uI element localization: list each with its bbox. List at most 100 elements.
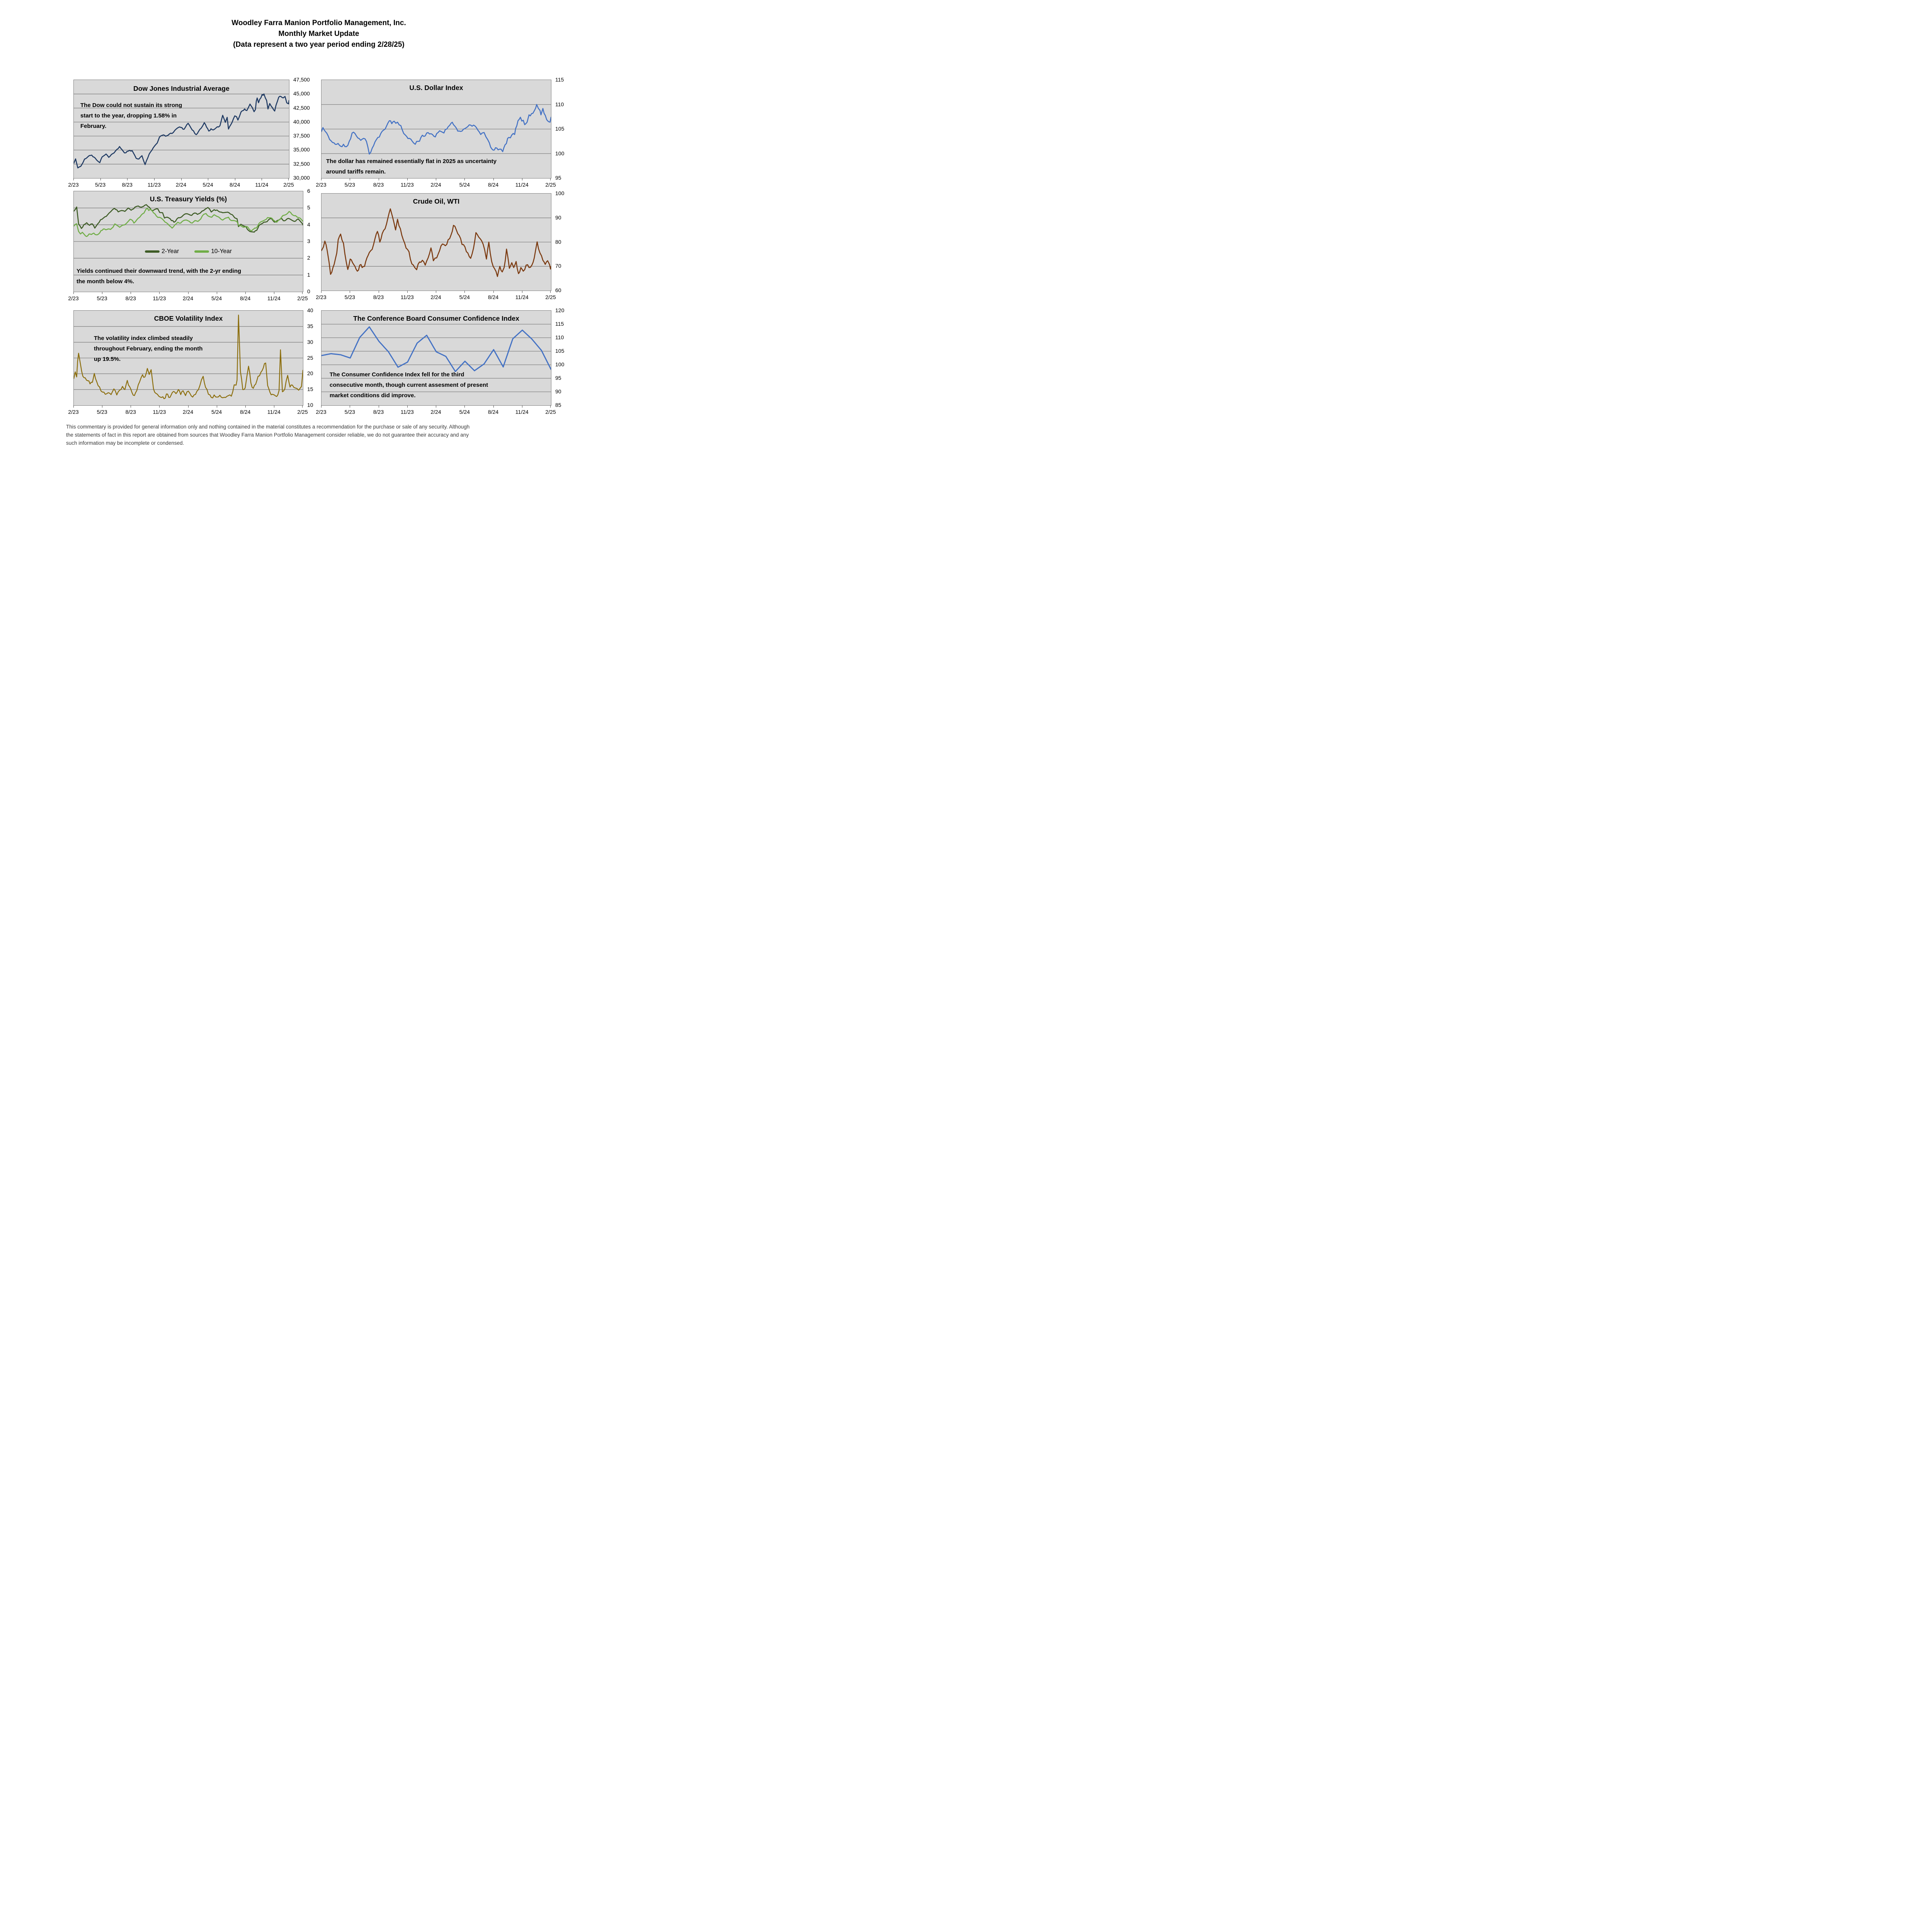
x-axis-label: 5/23 [97,295,107,301]
y-axis-label: 20 [307,370,313,377]
x-axis-label: 11/23 [153,409,166,415]
oil-plot-area: Crude Oil, WTI [321,193,551,291]
confidence-chart-title: The Conference Board Consumer Confidence… [353,315,519,322]
y-axis-label: 5 [307,204,310,211]
x-axis-label: 2/25 [545,182,556,188]
x-axis-tick [159,292,160,294]
y-axis-label: 95 [555,375,561,381]
x-axis-label: 2/25 [297,295,308,301]
x-axis-tick [188,292,189,294]
x-axis-tick [550,291,551,293]
vix-plot-area: CBOE Volatility Index The volatility ind… [73,310,303,406]
y-axis-label: 30,000 [293,175,310,181]
x-axis-label: 8/24 [488,409,499,415]
x-axis-tick [154,178,155,180]
x-axis-label: 8/23 [373,294,384,300]
series-line-cboe-volatility-index [74,315,303,400]
x-axis-label: 5/24 [211,295,222,301]
x-axis-label: 2/24 [182,409,194,415]
y-axis-label: 105 [555,126,565,132]
treasury-plot-area: U.S. Treasury Yields (%) 2-Year 10-Year … [73,191,303,292]
y-axis-label: 120 [555,307,565,313]
y-axis-label: 40 [307,307,313,313]
series-line-2-year [74,204,303,233]
x-axis-label: 2/23 [316,294,327,300]
x-axis-tick [407,291,408,293]
oil-plot-svg [321,208,551,277]
treasury-x-axis-labels: 2/23 5/23 8/23 11/23 2/24 5/24 8/24 11/24 2/25 [68,292,308,303]
y-axis-label: 100 [555,150,565,156]
treasury-legend: 2-Year 10-Year [74,248,303,255]
x-axis-tick [245,292,246,294]
y-axis-label: 25 [307,354,313,361]
x-axis-label: 8/23 [122,182,133,188]
y-axis-label: 37,500 [293,133,310,139]
y-axis-label: 4 [307,221,310,228]
x-axis-label: 2/25 [297,409,308,415]
x-axis-label: 8/23 [125,409,136,415]
legend-swatch-10-year-icon [194,250,209,253]
y-axis-label: 10 [307,402,313,408]
oil-x-axis-labels: 2/23 5/23 8/23 11/23 2/24 5/24 8/24 11/24 2/25 [316,291,556,302]
x-axis-label: 5/24 [459,182,470,188]
x-axis-tick [302,292,303,294]
x-axis-label: 11/24 [515,182,529,188]
y-axis-label: 90 [555,214,561,221]
y-axis-label: 100 [555,190,565,196]
legend-item-2-year: 2-Year [145,248,179,255]
y-axis-label: 45,000 [293,90,310,97]
x-axis-label: 5/24 [459,294,470,300]
dow-plot-svg [74,93,289,168]
x-axis-tick [127,178,128,180]
y-axis-label: 15 [307,386,313,393]
x-axis-label: 8/24 [488,182,499,188]
vix-plot-svg [74,315,303,400]
x-axis-label: 2/23 [316,182,327,188]
x-axis-tick [245,405,246,408]
x-axis-tick [407,405,408,408]
y-axis-label: 6 [307,188,310,194]
dow-chart-title: Dow Jones Industrial Average [133,85,230,92]
x-axis-tick [73,178,74,180]
x-axis-tick [493,405,494,408]
x-axis-tick [407,178,408,180]
x-axis-label: 11/23 [400,182,414,188]
dow-x-axis-labels: 2/23 5/23 8/23 11/23 2/24 5/24 8/24 11/24 2/25 [68,178,294,190]
y-axis-label: 60 [555,287,561,293]
x-axis-label: 2/25 [545,294,556,300]
x-axis-label: 5/23 [95,182,106,188]
x-axis-label: 8/23 [125,295,136,301]
treasury-chart-title: U.S. Treasury Yields (%) [150,195,227,203]
x-axis-tick [302,405,303,408]
y-axis-label: 47,500 [293,77,310,83]
vix-x-axis-labels: 2/23 5/23 8/23 11/23 2/24 5/24 8/24 11/24 2/25 [68,405,308,417]
tre-plot-svg [74,204,303,276]
series-line-u-s-dollar-index [321,104,551,155]
x-axis-label: 8/24 [240,295,251,301]
x-axis-label: 11/24 [515,409,529,415]
y-axis-label: 32,500 [293,160,310,167]
x-axis-label: 2/25 [545,409,556,415]
x-axis-label: 2/23 [68,182,79,188]
x-axis-label: 8/24 [240,409,251,415]
y-axis-label: 85 [555,402,561,408]
x-axis-tick [464,178,465,180]
usd-plot-area: U.S. Dollar Index The dollar has remaine… [321,80,551,179]
y-axis-label: 115 [555,77,564,83]
y-axis-label: 90 [555,388,561,395]
x-axis-label: 5/23 [344,182,355,188]
x-axis-label: 8/24 [230,182,240,188]
x-axis-label: 5/23 [344,409,355,415]
x-axis-label: 11/24 [267,409,281,415]
y-axis-label: 70 [555,263,561,269]
y-axis-label: 80 [555,238,561,245]
con-plot-svg [321,324,551,392]
x-axis-tick [288,178,289,180]
y-axis-label: 1 [307,271,310,278]
x-axis-tick [493,178,494,180]
x-axis-tick [550,178,551,180]
x-axis-tick [550,405,551,408]
y-axis-label: 0 [307,288,310,294]
y-axis-label: 30 [307,338,313,345]
x-axis-label: 11/23 [400,294,414,300]
